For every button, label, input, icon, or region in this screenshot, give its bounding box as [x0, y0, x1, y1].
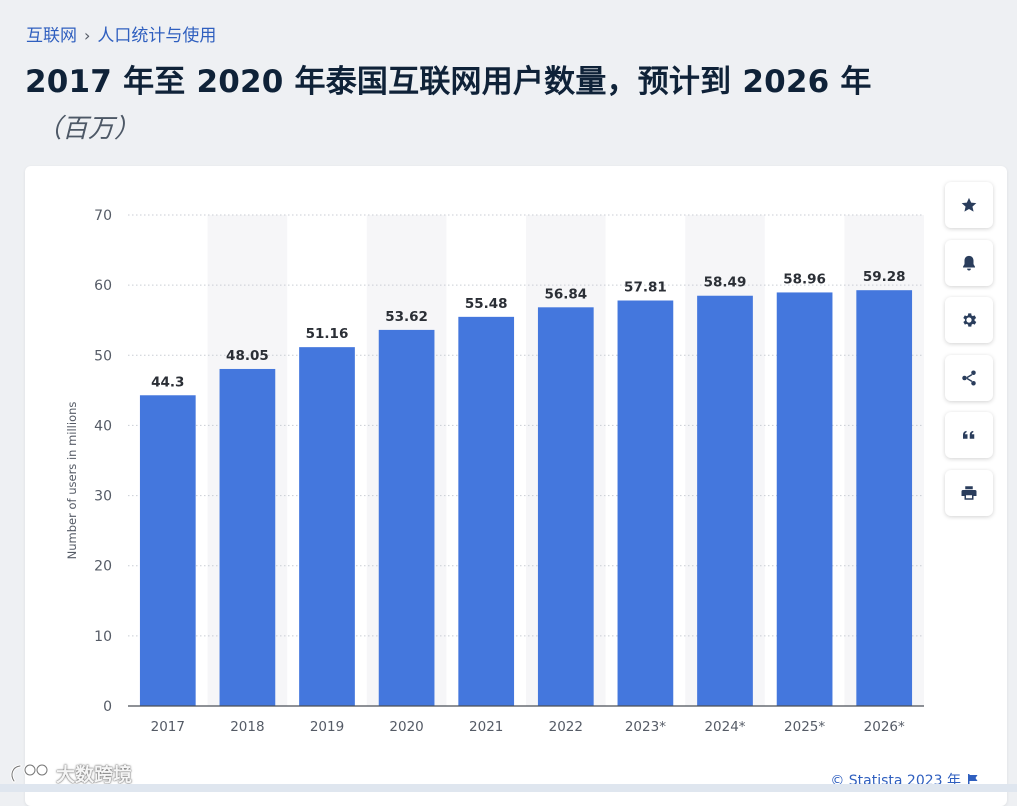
bell-icon: [963, 255, 975, 270]
bar-chart: 0 10 20 30 40 50 60 70 44.3 2017 48.05 2018 51.16 201…: [65, 208, 924, 735]
notification-button[interactable]: [945, 239, 993, 286]
x-tick-label: 2025*: [784, 719, 825, 735]
cite-button[interactable]: [945, 412, 993, 458]
data-label: 58.96: [783, 271, 826, 287]
data-label: 53.62: [385, 309, 428, 325]
y-tick-label: 30: [94, 489, 112, 505]
y-tick-label: 10: [94, 629, 112, 645]
page-subtitle: （百万）: [36, 114, 141, 144]
watermark-text: 大数跨境: [56, 764, 133, 786]
data-label: 59.28: [863, 269, 906, 285]
breadcrumb: 互联网 › 人口统计与使用: [26, 21, 216, 46]
y-tick-label: 40: [94, 418, 112, 434]
data-label: 48.05: [226, 348, 269, 364]
bottom-strip: [0, 784, 1017, 792]
flag-icon[interactable]: [967, 773, 979, 787]
breadcrumb-separator: ›: [84, 26, 91, 45]
breadcrumb-link-demographics[interactable]: 人口统计与使用: [97, 26, 217, 46]
settings-button[interactable]: [945, 297, 993, 343]
bar: [697, 295, 753, 706]
data-label: 57.81: [624, 280, 667, 296]
share-button[interactable]: [945, 354, 993, 401]
favorite-button[interactable]: [945, 182, 993, 228]
bar: [378, 329, 435, 706]
gear-icon: [963, 313, 977, 327]
bar: [458, 316, 515, 706]
x-tick-label: 2021: [469, 719, 503, 735]
data-label: 56.84: [544, 286, 587, 302]
y-tick-label: 70: [94, 208, 112, 224]
data-label: 51.16: [306, 326, 349, 342]
bar: [856, 290, 913, 706]
y-tick-label: 0: [103, 699, 112, 715]
print-icon: [961, 485, 977, 500]
x-tick-label: 2020: [389, 719, 423, 735]
chart-toolbar: [945, 182, 993, 527]
x-tick-label: 2024*: [704, 719, 745, 735]
bar: [537, 307, 594, 706]
print-button[interactable]: [945, 469, 993, 516]
x-tick-label: 2026*: [864, 719, 905, 735]
x-tick-label: 2023*: [625, 719, 666, 735]
share-icon: [962, 370, 976, 385]
x-tick-label: 2018: [230, 719, 264, 735]
y-axis-title: Number of users in millions: [65, 402, 79, 560]
data-label: 44.3: [151, 374, 184, 390]
breadcrumb-link-internet[interactable]: 互联网: [26, 26, 77, 46]
page-title: 2017 年至 2020 年泰国互联网用户数量，预计到 2026 年: [25, 64, 872, 100]
watermark: 大数跨境: [8, 760, 132, 787]
y-tick-label: 20: [94, 559, 112, 575]
x-tick-label: 2022: [549, 719, 583, 735]
bar: [776, 292, 833, 706]
bar: [299, 347, 355, 706]
bar: [139, 395, 196, 706]
bar: [219, 368, 276, 706]
y-tick-label: 50: [94, 348, 112, 364]
x-tick-label: 2017: [151, 719, 185, 735]
quote-icon: [963, 430, 975, 439]
data-label: 58.49: [704, 275, 747, 291]
watermark-logo-icon: [8, 761, 52, 787]
y-tick-label: 60: [94, 278, 112, 294]
x-tick-label: 2019: [310, 719, 344, 735]
bar: [617, 300, 674, 706]
data-label: 55.48: [465, 296, 508, 312]
chart-card: 0 10 20 30 40 50 60 70 44.3 2017 48.05 2018 51.16 201…: [25, 166, 1007, 806]
star-icon: [961, 197, 977, 212]
